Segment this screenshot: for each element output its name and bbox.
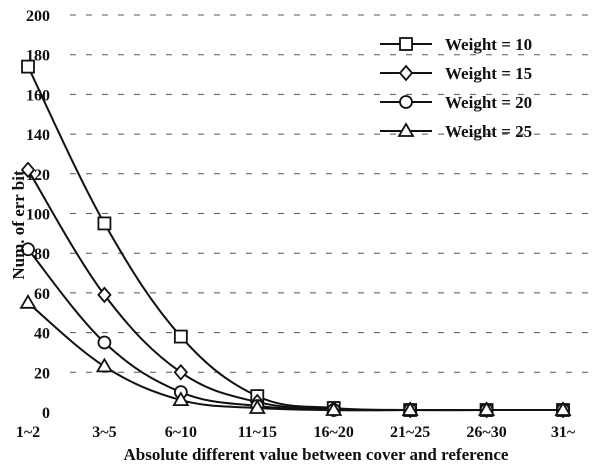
x-tick-label: 26~30: [466, 424, 506, 441]
diamond-marker: [175, 365, 187, 379]
x-tick-label: 21~25: [390, 424, 430, 441]
triangle-marker: [97, 359, 111, 371]
y-tick-label: 0: [42, 405, 50, 422]
legend-label: Weight = 25: [445, 122, 532, 141]
y-tick-label: 100: [26, 207, 50, 224]
series-line: [28, 170, 563, 410]
legend-item: Weight = 15: [380, 64, 532, 83]
y-tick-label: 40: [34, 326, 50, 343]
y-tick-label: 140: [26, 127, 50, 144]
legend-item: Weight = 10: [380, 35, 532, 54]
legend-label: Weight = 10: [445, 35, 532, 54]
circle-marker: [98, 337, 110, 349]
series-diamond: [22, 163, 569, 417]
x-tick-label: 31~: [551, 424, 576, 441]
legend-diamond-icon: [400, 66, 412, 80]
square-marker: [22, 61, 34, 73]
legend-item: Weight = 25: [380, 122, 532, 141]
series-circle: [22, 243, 569, 416]
x-tick-label: 1~2: [16, 424, 40, 441]
square-marker: [175, 331, 187, 343]
y-tick-label: 200: [26, 8, 50, 25]
x-tick-label: 16~20: [314, 424, 354, 441]
square-marker: [98, 217, 110, 229]
x-axis-title: Absolute different value between cover a…: [124, 445, 509, 464]
series-line: [28, 67, 563, 411]
x-tick-label: 11~15: [238, 424, 277, 441]
series-group: [21, 61, 570, 417]
triangle-marker: [21, 296, 35, 308]
legend-circle-icon: [400, 96, 412, 108]
series-triangle: [21, 296, 570, 415]
series-line: [28, 249, 563, 410]
legend: Weight = 10 Weight = 15 Weight = 20 Weight …: [380, 35, 532, 141]
legend-item: Weight = 20: [380, 93, 532, 112]
legend-square-icon: [400, 38, 412, 50]
y-tick-label: 20: [34, 365, 50, 382]
series-line: [28, 303, 563, 410]
y-axis-title: Num. of err bit: [9, 170, 28, 280]
y-tick-label: 60: [34, 286, 50, 303]
legend-label: Weight = 15: [445, 64, 532, 83]
x-tick-label: 3~5: [92, 424, 116, 441]
x-tick-label: 6~10: [165, 424, 197, 441]
legend-label: Weight = 20: [445, 93, 532, 112]
